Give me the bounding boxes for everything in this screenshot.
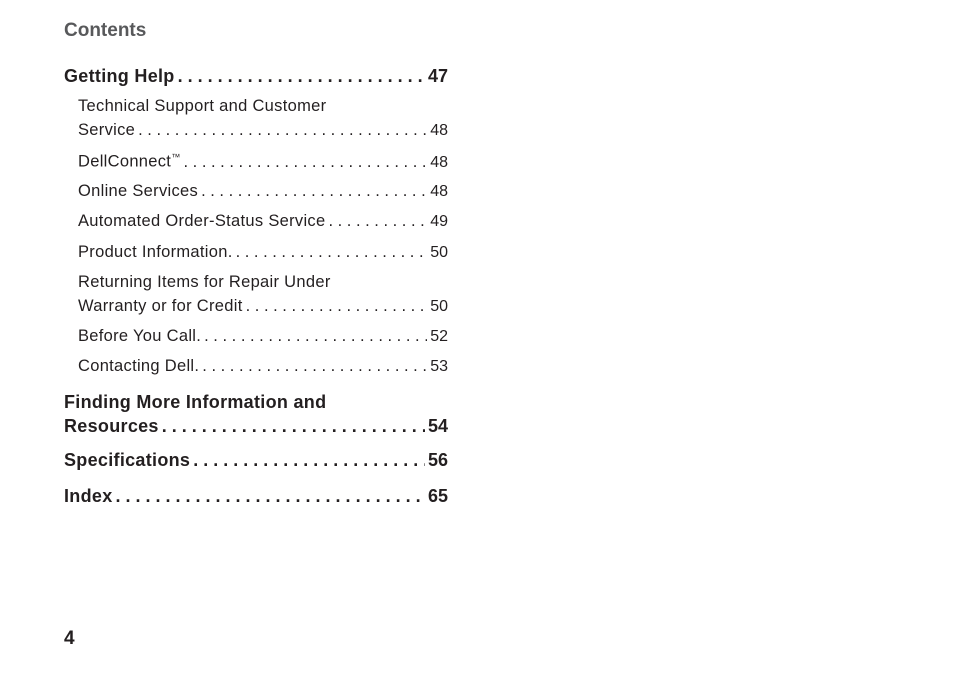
toc-page-number: 56 (427, 450, 448, 470)
dot-leader (193, 450, 425, 471)
toc-entry-title: Specifications (64, 450, 191, 470)
toc-entry-title-line2: Resources (64, 416, 159, 436)
dot-leader (204, 327, 427, 346)
toc-entry-title: DellConnect (78, 152, 172, 171)
dot-leader (236, 243, 428, 262)
dot-leader (162, 416, 425, 437)
toc-entry-online-services[interactable]: Online Services 48 (78, 182, 448, 206)
toc-page-number: 47 (427, 66, 448, 86)
toc-entry-title-line2: Service (78, 121, 136, 139)
toc-page-number: 54 (427, 416, 448, 436)
toc-page-number: 49 (430, 213, 448, 230)
dot-leader (201, 182, 427, 201)
toc-page-number: 48 (430, 122, 448, 139)
toc-page-number: 48 (430, 153, 448, 171)
toc-entry-before-you-call[interactable]: Before You Call. 52 (78, 327, 448, 351)
toc-entry-index[interactable]: Index 65 (64, 486, 448, 510)
page-number: 4 (64, 628, 75, 649)
toc-entry-title: Getting Help (64, 66, 175, 86)
toc-entry-title-line1: Finding More Information and (64, 392, 327, 412)
toc-entry-dellconnect[interactable]: DellConnect™ 48 (78, 152, 448, 176)
trademark-symbol: ™ (171, 152, 181, 162)
toc-entry-title: Online Services (78, 182, 199, 200)
dot-leader (116, 486, 425, 507)
toc-entry-automated-order-status[interactable]: Automated Order-Status Service 49 (78, 212, 448, 236)
toc-entry-getting-help[interactable]: Getting Help 47 (64, 66, 448, 90)
dot-leader (202, 357, 427, 376)
dot-leader (138, 121, 427, 140)
dot-leader (246, 297, 428, 316)
toc-entry-contacting-dell[interactable]: Contacting Dell. 53 (78, 357, 448, 381)
dot-leader (184, 153, 428, 172)
toc-entry-title: Automated Order-Status Service (78, 212, 326, 230)
toc-page-number: 50 (430, 244, 448, 261)
toc-entry-returning-items[interactable]: Returning Items for Repair Under Warrant… (78, 273, 448, 321)
toc-entry-title: Contacting Dell. (78, 357, 200, 375)
toc-entry-technical-support[interactable]: Technical Support and Customer Service 4… (78, 97, 448, 145)
toc-entry-finding-more-information[interactable]: Finding More Information and Resources 5… (64, 392, 448, 440)
toc-entry-title-line1: Returning Items for Repair Under (78, 273, 331, 291)
toc-entry-title: Product Information. (78, 243, 233, 261)
toc-page-number: 52 (430, 328, 448, 345)
toc-entry-title: Index (64, 486, 113, 506)
toc-page-number: 65 (427, 486, 448, 506)
toc-entry-title-line2: Warranty or for Credit (78, 297, 243, 315)
section-header: Contents (64, 20, 147, 41)
toc-entry-title-line1: Technical Support and Customer (78, 97, 327, 115)
dot-leader (328, 212, 427, 231)
dot-leader (178, 66, 425, 87)
toc-entry-product-information[interactable]: Product Information. 50 (78, 243, 448, 267)
toc-entry-title: Before You Call. (78, 327, 202, 345)
toc-page-number: 53 (430, 358, 448, 375)
toc-page-number: 50 (430, 298, 448, 315)
toc-page-number: 48 (430, 183, 448, 200)
toc-entry-specifications[interactable]: Specifications 56 (64, 450, 448, 474)
